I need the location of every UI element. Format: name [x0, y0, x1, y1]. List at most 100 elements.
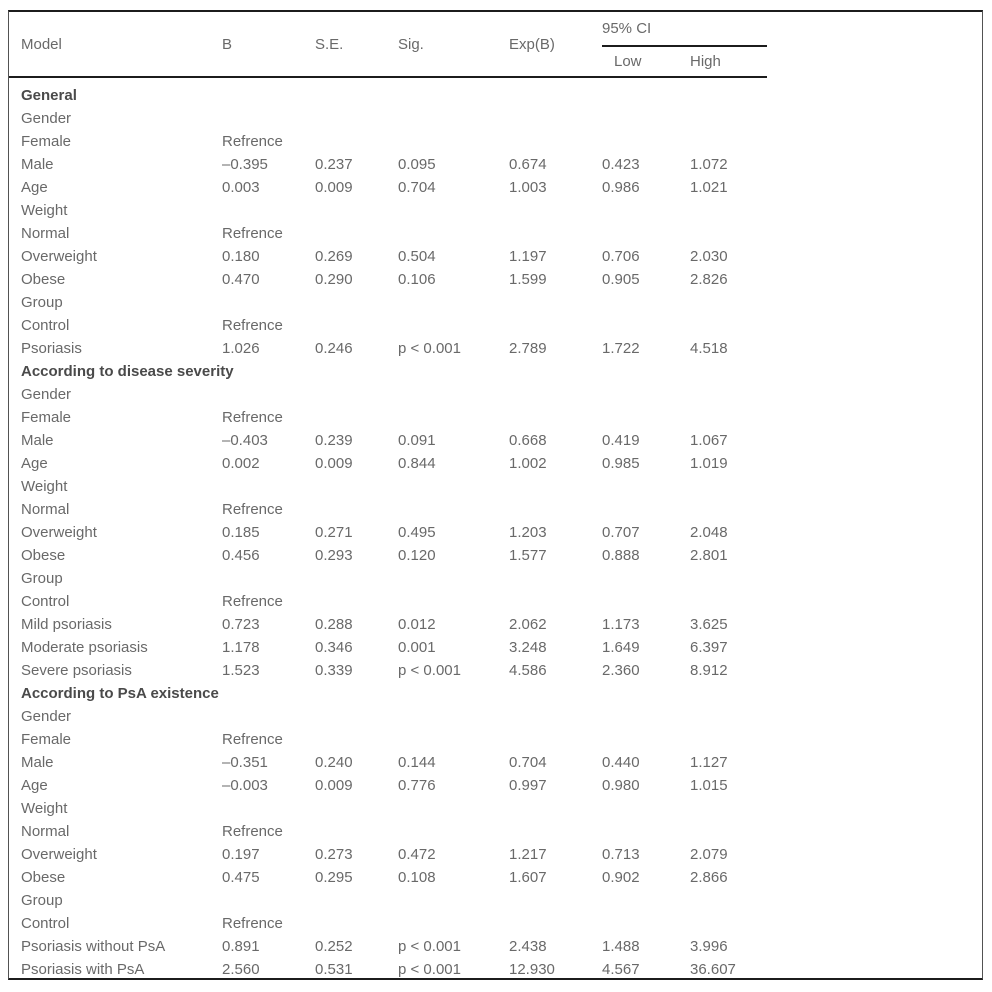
value-cell: 2.826 [690, 271, 728, 288]
table-row: Group [9, 889, 767, 912]
value-cell: 2.866 [690, 869, 728, 886]
value-cell [315, 728, 398, 751]
value-cell [398, 705, 509, 728]
value-cell [509, 475, 602, 498]
table-row: Normal Refrence [9, 222, 767, 245]
value-cell: Refrence [222, 593, 283, 610]
row-label: Age [21, 179, 48, 196]
value-cell: 2.360 [602, 662, 640, 679]
value-cell [315, 912, 398, 935]
regression-results-table: Model B S.E. Sig. Exp(B) 95% CI Low High… [8, 10, 983, 980]
value-cell [222, 475, 315, 498]
table-row: Control Refrence [9, 912, 767, 935]
value-cell [398, 199, 509, 222]
value-cell [690, 705, 767, 728]
table-row: Control Refrence [9, 314, 767, 337]
value-cell: 0.197 [222, 846, 260, 863]
row-label: Group [21, 294, 63, 311]
value-cell: 0.456 [222, 547, 260, 564]
value-cell [509, 130, 602, 153]
row-label: Age [21, 777, 48, 794]
value-cell [222, 107, 315, 130]
value-cell: 1.173 [602, 616, 640, 633]
value-cell: 0.237 [315, 156, 353, 173]
table-row: Group [9, 567, 767, 590]
table-row: Obese 0.456 0.293 0.120 1.577 0.888 2.801 [9, 544, 767, 567]
value-cell: 0.239 [315, 432, 353, 449]
value-cell: 0.108 [398, 869, 436, 886]
value-cell [398, 130, 509, 153]
value-cell: 0.106 [398, 271, 436, 288]
row-label: Overweight [21, 524, 97, 541]
value-cell [315, 314, 398, 337]
value-cell [315, 820, 398, 843]
value-cell [690, 222, 767, 245]
table-row: Weight [9, 199, 767, 222]
table-row: Male –0.395 0.237 0.095 0.674 0.423 1.072 [9, 153, 767, 176]
value-cell [509, 889, 602, 912]
value-cell [690, 314, 767, 337]
value-cell: 1.026 [222, 340, 260, 357]
table-row: Moderate psoriasis 1.178 0.346 0.001 3.248 1.… [9, 636, 767, 659]
table-body: General Gender Female Refrence Male –0.395 0.2… [9, 77, 767, 981]
value-cell: 0.704 [398, 179, 436, 196]
col-header-95ci: 95% CI [602, 12, 768, 47]
value-cell [690, 797, 767, 820]
value-cell [398, 797, 509, 820]
value-cell: 1.217 [509, 846, 547, 863]
value-cell [509, 383, 602, 406]
value-cell: 36.607 [690, 961, 736, 978]
value-cell [602, 567, 690, 590]
row-label: Psoriasis with PsA [21, 961, 145, 978]
row-label: Overweight [21, 248, 97, 265]
value-cell: 0.902 [602, 869, 640, 886]
value-cell: 0.240 [315, 754, 353, 771]
value-cell: 3.248 [509, 639, 547, 656]
table-row: Female Refrence [9, 406, 767, 429]
row-label: Female [21, 731, 72, 748]
value-cell: 0.009 [315, 179, 353, 196]
value-cell [222, 383, 315, 406]
value-cell [690, 475, 767, 498]
row-label: Mild psoriasis [21, 616, 112, 633]
value-cell [690, 567, 767, 590]
value-cell: Refrence [222, 915, 283, 932]
value-cell: 2.789 [509, 340, 547, 357]
value-cell: –0.003 [222, 777, 268, 794]
value-cell: 0.423 [602, 156, 640, 173]
value-cell [602, 912, 690, 935]
value-cell: 0.001 [398, 639, 436, 656]
value-cell: 2.438 [509, 938, 547, 955]
row-label: Weight [21, 478, 68, 495]
value-cell [315, 797, 398, 820]
value-cell: 0.091 [398, 432, 436, 449]
value-cell: –0.351 [222, 754, 268, 771]
value-cell [398, 567, 509, 590]
col-header-ci-high: High [690, 46, 768, 78]
row-label: Weight [21, 800, 68, 817]
value-cell: 2.062 [509, 616, 547, 633]
row-label: Male [21, 156, 54, 173]
value-cell [509, 590, 602, 613]
value-cell: 0.985 [602, 455, 640, 472]
value-cell: 0.776 [398, 777, 436, 794]
value-cell [602, 406, 690, 429]
value-cell: Refrence [222, 225, 283, 242]
value-cell: 0.997 [509, 777, 547, 794]
col-header-expb: Exp(B) [509, 12, 602, 78]
table-row: Overweight 0.197 0.273 0.472 1.217 0.713 2.079 [9, 843, 767, 866]
value-cell: 0.706 [602, 248, 640, 265]
value-cell: 2.079 [690, 846, 728, 863]
value-cell: 1.197 [509, 248, 547, 265]
row-label: Psoriasis [21, 340, 82, 357]
value-cell: 0.986 [602, 179, 640, 196]
value-cell [222, 889, 315, 912]
value-cell: Refrence [222, 409, 283, 426]
value-cell: 0.472 [398, 846, 436, 863]
value-cell [315, 406, 398, 429]
value-cell [509, 222, 602, 245]
value-cell: 0.980 [602, 777, 640, 794]
value-cell [315, 222, 398, 245]
row-label: Male [21, 754, 54, 771]
